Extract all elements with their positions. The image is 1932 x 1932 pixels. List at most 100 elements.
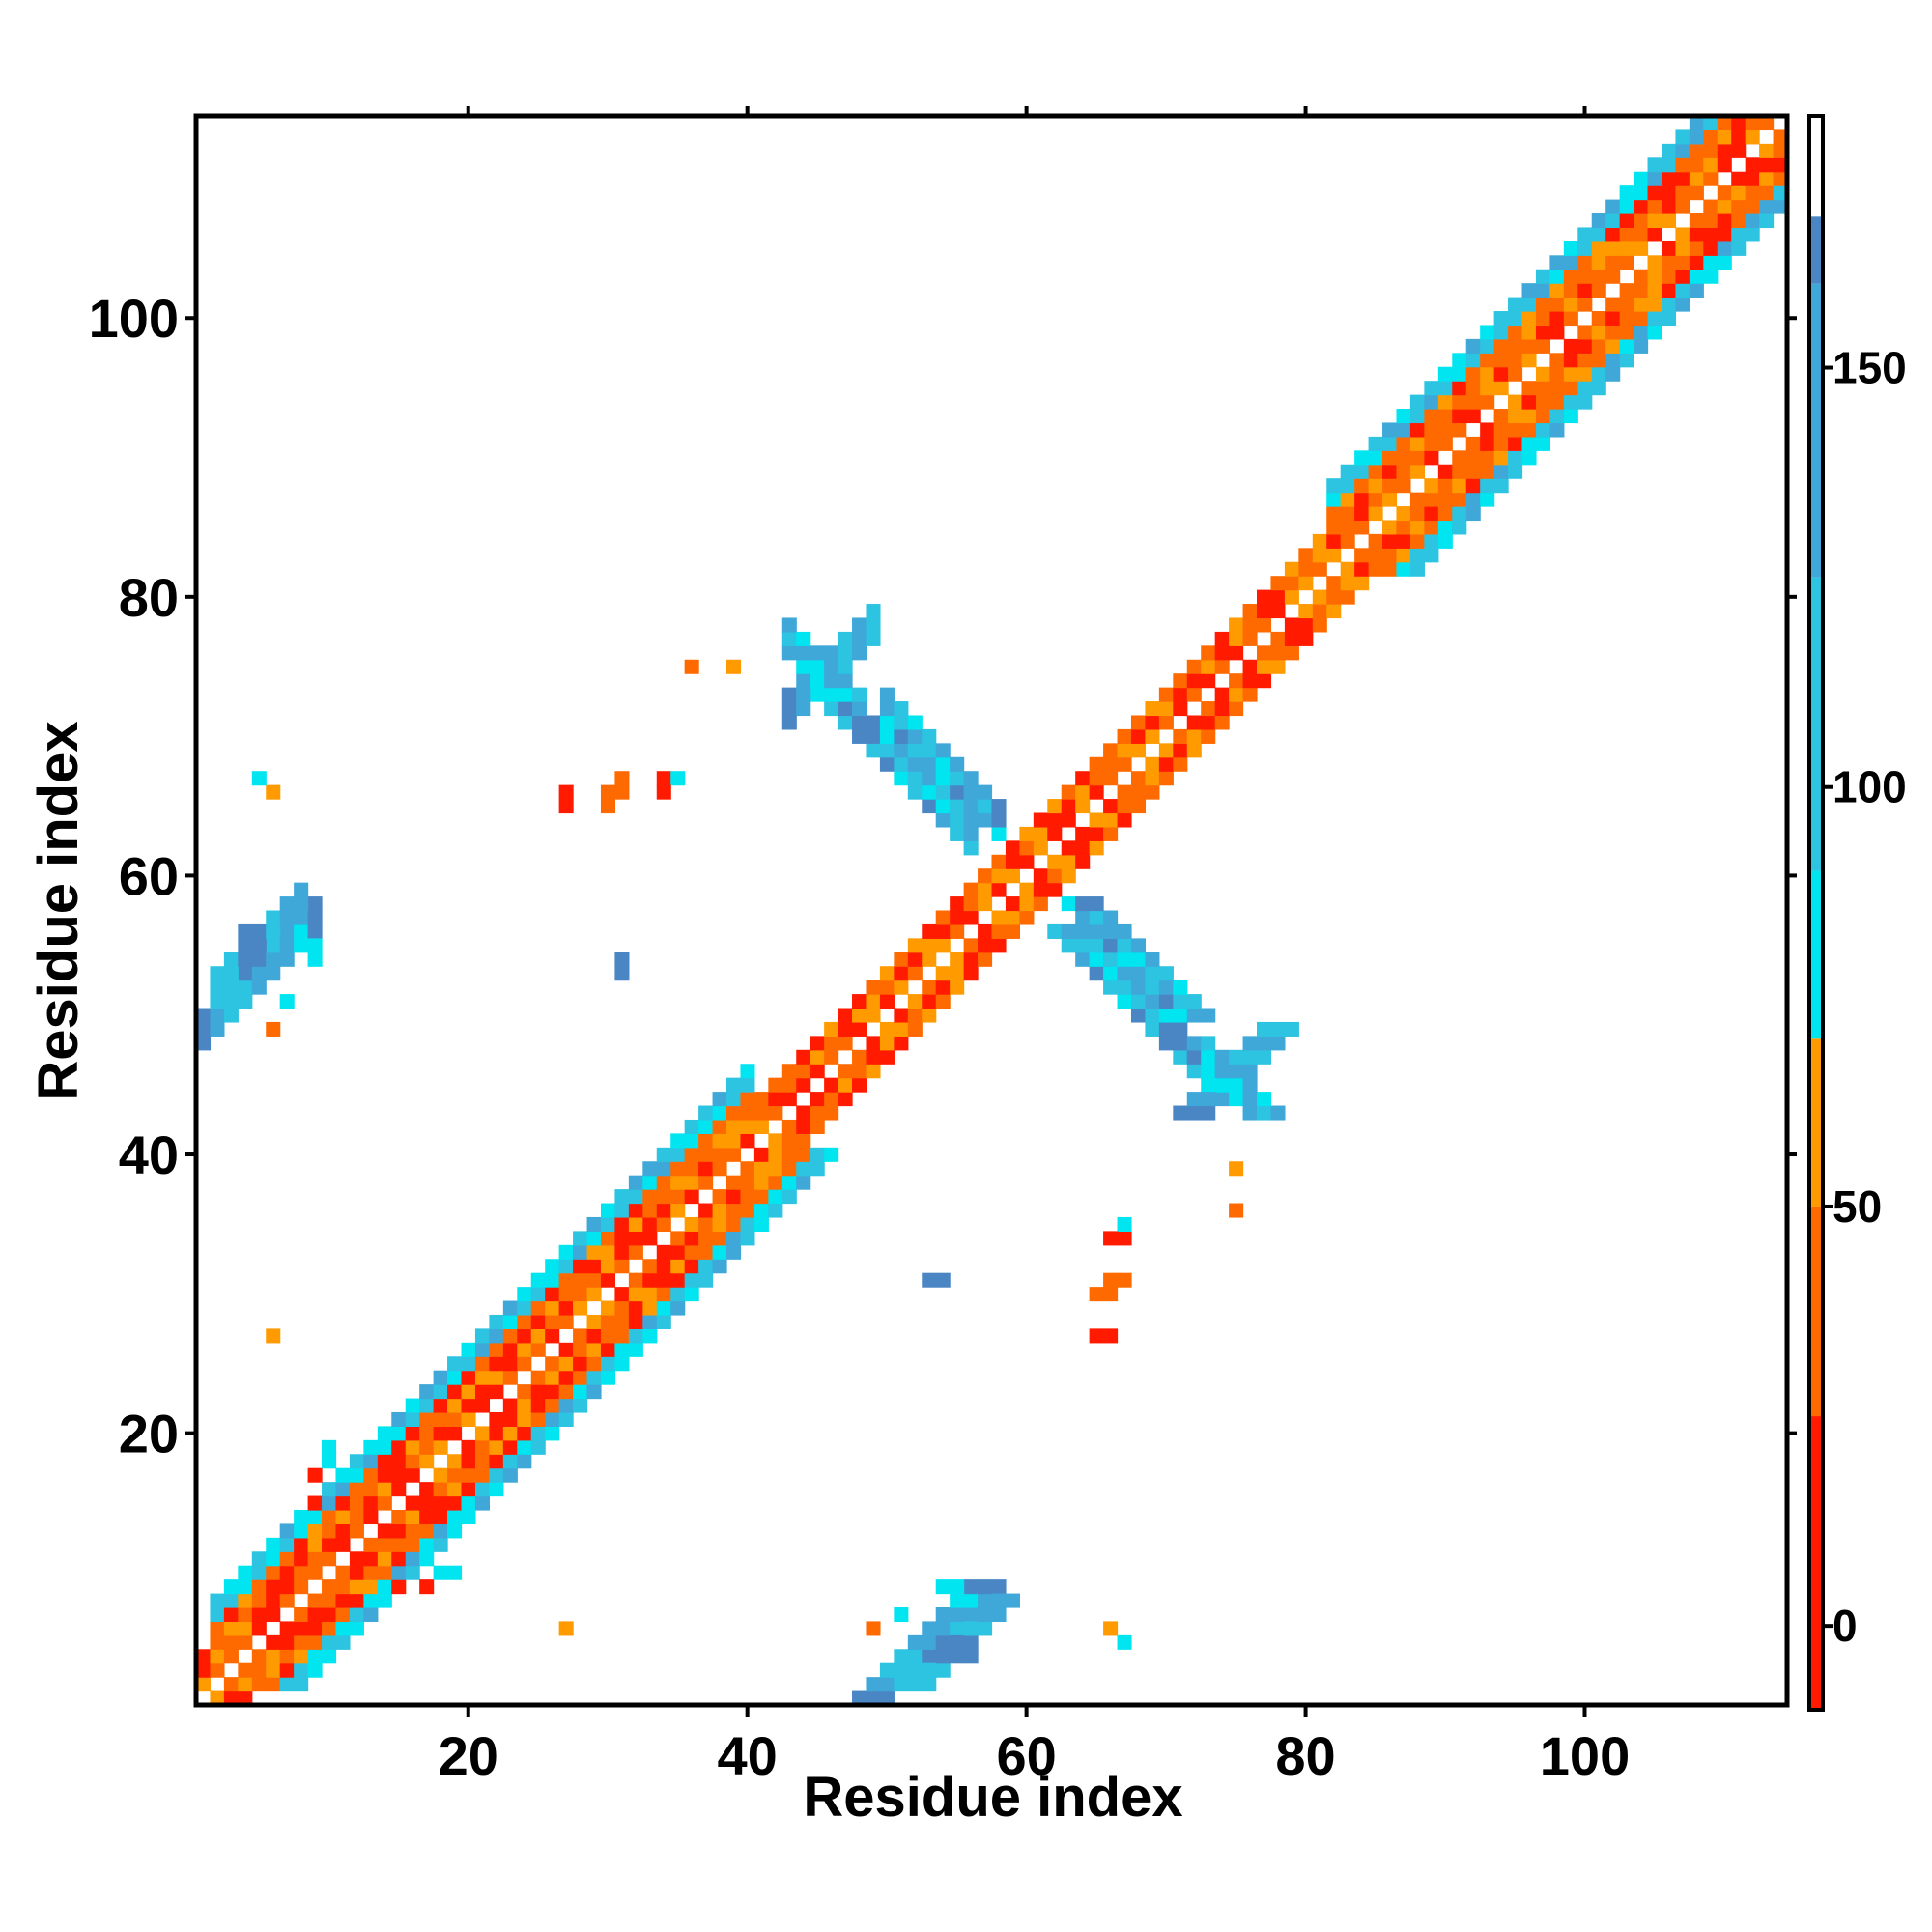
heatmap-cell [1257,604,1272,619]
heatmap-cell [1061,938,1076,953]
heatmap-cell [894,1649,909,1664]
heatmap-cell [1257,659,1272,674]
heatmap-cell [1257,589,1272,605]
heatmap-cell [1535,325,1550,340]
heatmap-cell [907,994,923,1009]
heatmap-cell [349,1523,364,1539]
heatmap-cell [1465,478,1481,494]
heatmap-cell [1577,241,1593,256]
heatmap-cell [1075,840,1091,856]
heatmap-cell [294,1621,309,1636]
heatmap-cell [223,1621,239,1636]
heatmap-cell [1158,701,1174,717]
heatmap-cell [586,1231,602,1246]
heatmap-cell [1340,561,1355,577]
heatmap-cell [1535,422,1550,438]
heatmap-cell [838,687,853,702]
heatmap-cell [1773,157,1788,173]
heatmap-cell [322,1551,337,1567]
heatmap-cell [1033,896,1048,912]
heatmap-cell [894,1021,909,1037]
heatmap-cell [991,799,1007,814]
heatmap-cell [740,1092,755,1107]
heatmap-cell [223,952,239,967]
heatmap-cell [1103,771,1119,786]
heatmap-cell [1703,157,1719,173]
heatmap-cell [530,1272,546,1288]
heatmap-cell [894,701,909,717]
heatmap-cell [740,1216,755,1232]
heatmap-cell [1130,799,1147,814]
heatmap-cell [1675,283,1690,298]
heatmap-cell [1689,116,1704,131]
heatmap-cell [349,1606,364,1623]
heatmap-cell [391,1509,407,1525]
heatmap-cell [852,1008,867,1023]
heatmap-cell [1493,325,1509,340]
heatmap-cell [405,1398,420,1413]
heatmap-cell [1145,756,1160,772]
heatmap-cell [963,952,979,967]
heatmap-cell [238,994,253,1009]
heatmap-cell [768,1133,783,1149]
heatmap-cell [1577,255,1593,270]
heatmap-cell [796,1147,811,1162]
heatmap-cell [1089,896,1104,912]
heatmap-cell [1424,422,1439,438]
heatmap-cell [1396,436,1411,451]
heatmap-cell [1382,422,1398,438]
heatmap-cell [1270,1021,1286,1037]
heatmap-cell [950,812,965,828]
heatmap-cell [405,1523,420,1539]
heatmap-cell [405,1411,420,1427]
heatmap-cell [894,1662,909,1678]
heatmap-cell [1242,687,1258,702]
heatmap-cell [698,1119,714,1134]
heatmap-cell [210,980,225,995]
heatmap-cell [517,1398,532,1413]
heatmap-cell [1759,157,1775,173]
heatmap-cell [768,1077,783,1093]
heatmap-cell [573,1259,588,1274]
heatmap-cell [517,1314,532,1329]
x-tick-label: 60 [996,1725,1056,1786]
heatmap-cell [1173,1105,1188,1121]
heatmap-cell [1145,728,1160,744]
heatmap-cell [1158,743,1174,758]
heatmap-cell [474,1454,490,1469]
heatmap-cell [1382,520,1398,535]
heatmap-cell [558,1314,574,1329]
plot-frame [193,113,1790,1708]
heatmap-cell [907,1008,923,1023]
heatmap-cell [1647,269,1662,284]
heatmap-cell [1089,784,1104,800]
heatmap-cell [1061,854,1076,869]
heatmap-cell [963,1634,979,1650]
heatmap-cell [474,1495,490,1511]
heatmap-cell [1521,450,1537,466]
heatmap-cell [210,1634,225,1650]
heatmap-cell [1508,311,1523,327]
heatmap-cell [1521,381,1537,396]
heatmap-cell [1145,715,1160,730]
heatmap-cell [307,1593,323,1608]
heatmap-cell [1409,520,1425,535]
heatmap-cell [377,1565,392,1580]
heatmap-cell [1731,227,1747,242]
heatmap-cell [726,1092,742,1107]
heatmap-cell [1535,297,1550,312]
heatmap-cell [1661,143,1677,158]
heatmap-cell [1480,422,1495,438]
heatmap-cell [935,771,951,786]
heatmap-cell [866,728,881,744]
heatmap-cell [502,1370,518,1385]
heatmap-cell [461,1439,476,1455]
heatmap-cell [978,1606,993,1623]
heatmap-cell [1214,1049,1230,1065]
heatmap-cell [1703,255,1719,270]
heatmap-cell [1242,1105,1258,1121]
heatmap-cell [768,1189,783,1205]
heatmap-cell [1089,826,1104,841]
heatmap-cell [335,1565,351,1580]
